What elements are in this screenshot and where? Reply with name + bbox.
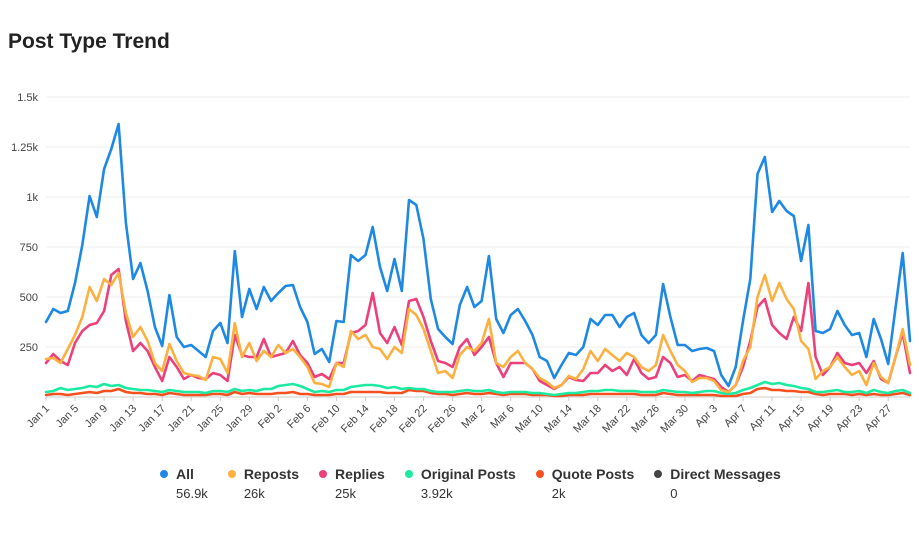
legend-label-direct-messages: Direct Messages [670, 466, 781, 482]
legend-dot-reposts [227, 470, 236, 478]
x-tick-label: Feb 22 [397, 403, 430, 436]
x-tick-label: Mar 14 [542, 403, 575, 436]
legend-item-quote-posts[interactable]: Quote Posts 2k [535, 465, 635, 501]
x-tick-label: Apr 7 [722, 403, 749, 430]
x-tick-label: Jan 21 [165, 403, 197, 435]
legend-item-direct-messages[interactable]: Direct Messages 0 [654, 465, 781, 501]
x-tick-label: Mar 30 [658, 403, 691, 436]
x-tick-label: Mar 26 [629, 403, 662, 436]
legend-total-replies: 25k [335, 486, 357, 501]
legend-total-all: 56.9k [176, 486, 208, 501]
y-tick-label: 1k [26, 192, 38, 204]
series-line-original-posts [44, 380, 912, 397]
x-tick-label: Apr 23 [834, 403, 865, 434]
x-tick-label: Mar 2 [459, 403, 487, 431]
x-tick-label: Apr 19 [805, 403, 836, 434]
x-tick-label: Feb 26 [426, 403, 459, 436]
legend-total-original-posts: 3.92k [420, 486, 453, 501]
legend-label-replies: Replies [335, 466, 385, 482]
chart-title: Post Type Trend [8, 30, 170, 53]
y-tick-label: 750 [20, 242, 38, 254]
x-tick-label: Feb 14 [339, 403, 372, 436]
legend-dot-quote-posts [535, 470, 544, 478]
legend-label-all: All [176, 466, 194, 482]
legend-dot-original-posts [404, 470, 413, 478]
legend-label-reposts: Reposts [243, 466, 300, 482]
legend-total-quote-posts: 2k [551, 486, 566, 501]
chart-legend: All 56.9k Reposts 26k Replies 25k Origin… [160, 465, 801, 501]
x-tick-label: Apr 3 [693, 403, 720, 430]
legend-item-all[interactable]: All 56.9k [160, 465, 208, 501]
series-line-reposts [44, 271, 912, 394]
x-tick-label: Jan 25 [195, 403, 227, 435]
y-tick-label: 1.5k [17, 92, 38, 104]
x-tick-label: Jan 1 [25, 403, 53, 431]
x-tick-label: Feb 18 [368, 403, 401, 436]
x-tick-label: Apr 27 [863, 403, 894, 434]
x-tick-label: Apr 11 [747, 403, 778, 434]
x-tick-label: Feb 2 [256, 403, 284, 431]
x-tick-label: Mar 22 [600, 403, 633, 436]
legend-total-direct-messages: 0 [670, 486, 678, 501]
x-tick-label: Jan 5 [54, 403, 82, 431]
legend-dot-replies [319, 470, 328, 478]
legend-total-reposts: 26k [243, 486, 265, 501]
x-tick-label: Mar 10 [513, 403, 546, 436]
legend-label-quote-posts: Quote Posts [551, 466, 635, 482]
series-line-quote-posts [44, 386, 912, 398]
x-tick-label: Jan 13 [107, 403, 139, 435]
legend-item-original-posts[interactable]: Original Posts 3.92k [404, 465, 516, 501]
x-tick-label: Jan 29 [224, 403, 256, 435]
x-tick-label: Apr 15 [776, 403, 807, 434]
legend-dot-direct-messages [654, 470, 663, 478]
legend-item-reposts[interactable]: Reposts 26k [227, 465, 300, 501]
series-line-all [44, 122, 912, 388]
y-tick-label: 500 [20, 292, 38, 304]
x-tick-label: Feb 10 [310, 403, 343, 436]
legend-dot-all [160, 470, 168, 478]
x-tick-label: Mar 18 [571, 403, 604, 436]
legend-item-replies[interactable]: Replies 25k [319, 465, 385, 501]
legend-label-original-posts: Original Posts [420, 466, 516, 482]
y-tick-label: 250 [20, 342, 38, 354]
y-tick-label: 1.25k [11, 142, 38, 154]
x-tick-label: Jan 17 [136, 403, 168, 435]
